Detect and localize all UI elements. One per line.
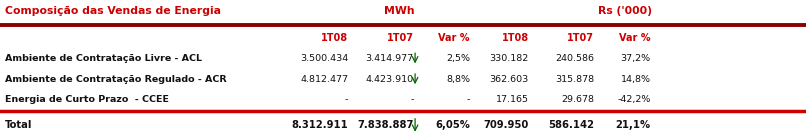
Text: 1T08: 1T08 <box>321 33 348 42</box>
Text: 362.603: 362.603 <box>489 75 529 84</box>
Text: Var %: Var % <box>438 33 470 42</box>
Text: Ambiente de Contratação Livre - ACL: Ambiente de Contratação Livre - ACL <box>5 54 202 63</box>
Text: 1T07: 1T07 <box>387 33 413 42</box>
Text: -42,2%: -42,2% <box>617 95 650 104</box>
Text: 8,8%: 8,8% <box>446 75 470 84</box>
Text: 2,5%: 2,5% <box>446 54 470 63</box>
Text: 1T08: 1T08 <box>501 33 529 42</box>
Text: 1T07: 1T07 <box>567 33 594 42</box>
Text: 37,2%: 37,2% <box>621 54 650 63</box>
Text: 315.878: 315.878 <box>555 75 594 84</box>
Text: Total: Total <box>5 120 32 130</box>
Text: 14,8%: 14,8% <box>621 75 650 84</box>
Text: 4.812.477: 4.812.477 <box>300 75 348 84</box>
Text: -: - <box>467 95 470 104</box>
Text: Composição das Vendas de Energia: Composição das Vendas de Energia <box>5 6 221 16</box>
Text: 21,1%: 21,1% <box>615 120 650 130</box>
Text: Var %: Var % <box>619 33 650 42</box>
Text: 8.312.911: 8.312.911 <box>292 120 348 130</box>
Text: Rs ('000): Rs ('000) <box>598 6 651 16</box>
Text: -: - <box>410 95 413 104</box>
Text: 7.838.887: 7.838.887 <box>357 120 413 130</box>
Text: 330.182: 330.182 <box>489 54 529 63</box>
Text: 4.423.910: 4.423.910 <box>365 75 413 84</box>
Text: Ambiente de Contratação Regulado - ACR: Ambiente de Contratação Regulado - ACR <box>5 75 226 84</box>
Text: 29.678: 29.678 <box>561 95 594 104</box>
Text: 709.950: 709.950 <box>484 120 529 130</box>
Text: 6,05%: 6,05% <box>435 120 470 130</box>
Text: MWh: MWh <box>384 6 414 16</box>
Text: 3.500.434: 3.500.434 <box>300 54 348 63</box>
Text: 17.165: 17.165 <box>496 95 529 104</box>
Text: -: - <box>345 95 348 104</box>
Text: 240.586: 240.586 <box>555 54 594 63</box>
Text: 586.142: 586.142 <box>548 120 594 130</box>
Text: Energia de Curto Prazo  - CCEE: Energia de Curto Prazo - CCEE <box>5 95 168 104</box>
Text: 3.414.977: 3.414.977 <box>365 54 413 63</box>
